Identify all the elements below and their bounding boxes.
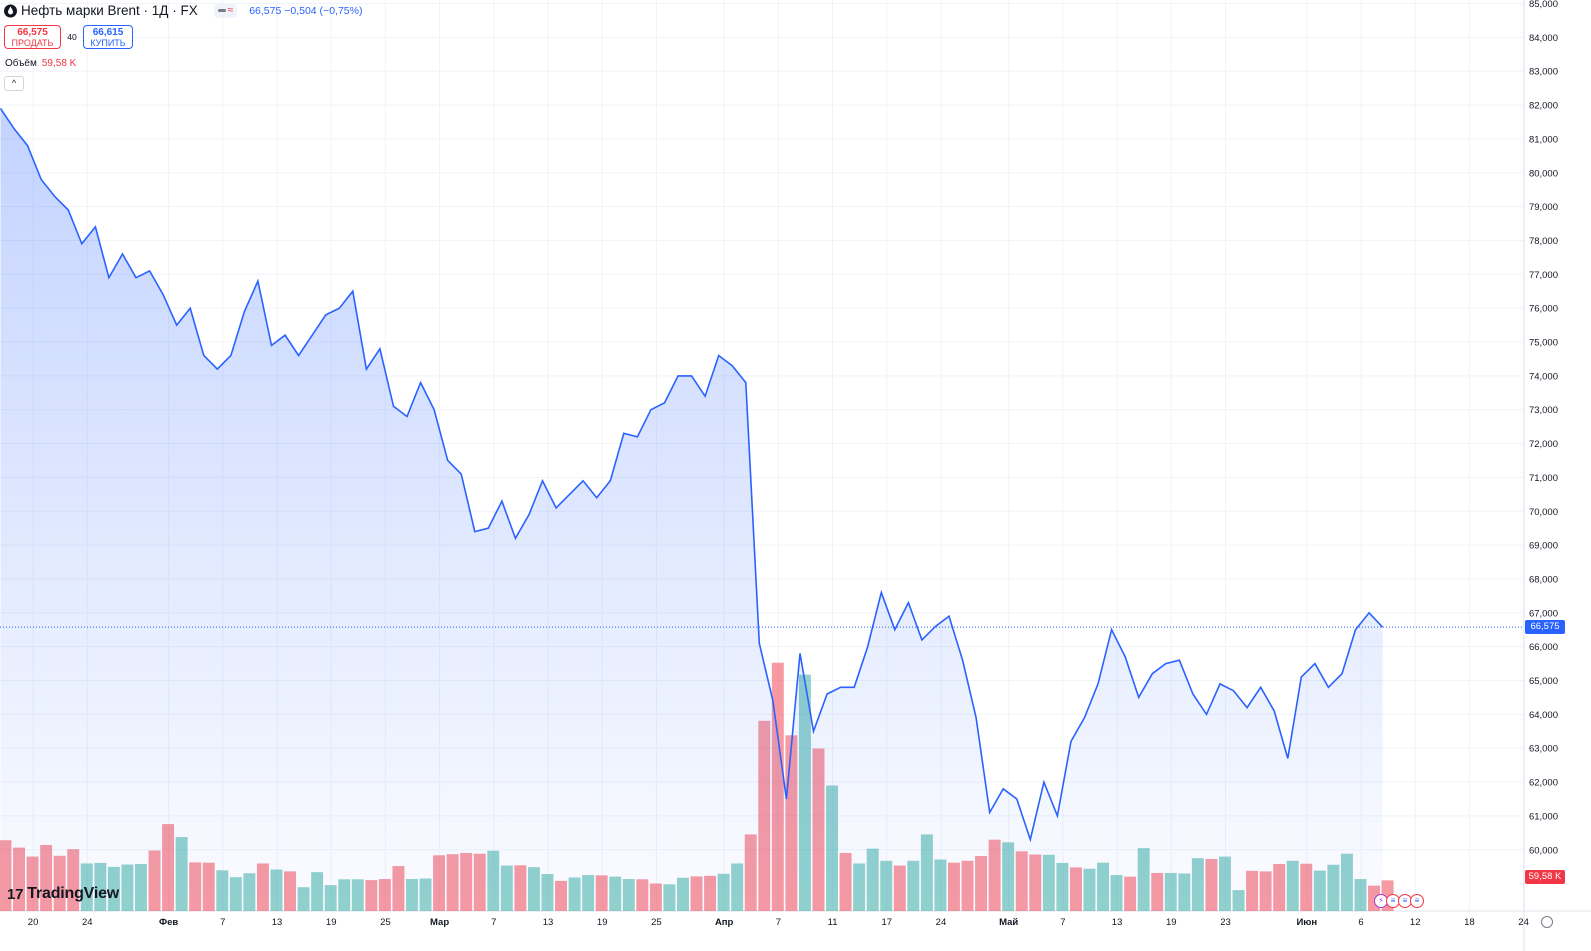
time-tick-label: Фев (159, 917, 178, 928)
event-markers[interactable]: ⚡ ≡ ≡ ≡ (1374, 894, 1424, 908)
time-tick-label: 19 (597, 917, 608, 928)
oil-drop-icon (4, 4, 17, 17)
tradingview-logo[interactable]: 17 TradingView (7, 885, 119, 903)
time-tick-label: 24 (1518, 917, 1529, 928)
price-tick-label: 85,000 (1529, 0, 1558, 10)
price-tick-label: 84,000 (1529, 33, 1558, 44)
time-tick-label: 7 (1060, 917, 1065, 928)
price-tick-label: 65,000 (1529, 676, 1558, 687)
time-tick-label: 20 (28, 917, 39, 928)
price-tick-label: 60,000 (1529, 845, 1558, 856)
time-axis: 20 24 Фев 7 13 19 25 Мар 7 13 19 25 Апр 7 11 17 24 Май 7 13… (28, 917, 1529, 928)
time-tick-label: 25 (651, 917, 662, 928)
time-tick-label: 13 (543, 917, 554, 928)
price-line (0, 107, 1384, 843)
volume-legend[interactable]: Объём 59,58 K (5, 58, 76, 69)
price-tick-label: 71,000 (1529, 473, 1558, 484)
price-tick-label: 68,000 (1529, 574, 1558, 585)
price-tick-label: 74,000 (1529, 371, 1558, 382)
us-flag-icon[interactable]: ≡ (1410, 894, 1424, 908)
price-tick-label: 79,000 (1529, 202, 1558, 213)
price-tick-label: 69,000 (1529, 541, 1558, 552)
time-tick-label: 19 (326, 917, 337, 928)
sell-label: ПРОДАТЬ (11, 38, 54, 48)
buy-price: 66,615 (92, 27, 124, 38)
price-tick-label: 67,000 (1529, 608, 1558, 619)
sell-button[interactable]: 66,575 ПРОДАТЬ (4, 25, 61, 49)
wave-icon: ≈ (227, 5, 234, 16)
time-tick-label: Апр (715, 917, 734, 928)
time-tick-label: 13 (1112, 917, 1123, 928)
price-tick-label: 72,000 (1529, 439, 1558, 450)
price-tick-label: 64,000 (1529, 710, 1558, 721)
collapse-button[interactable]: ^ (4, 76, 24, 91)
volume-value: 59,58 K (41, 58, 77, 69)
time-tick-label: 17 (881, 917, 892, 928)
price-tick-label: 81,000 (1529, 134, 1558, 145)
price-tick-label: 76,000 (1529, 304, 1558, 315)
price-tick-label: 63,000 (1529, 744, 1558, 755)
time-tick-label: 7 (776, 917, 781, 928)
time-tick-label: Июн (1296, 917, 1317, 928)
spread-value: 40 (67, 32, 77, 42)
price-tick-label: 83,000 (1529, 67, 1558, 78)
sell-price: 66,575 (17, 27, 48, 38)
volume-label: Объём (5, 58, 37, 69)
gear-icon[interactable] (1541, 916, 1553, 928)
dash-icon (217, 9, 226, 12)
time-tick-label: 24 (936, 917, 947, 928)
price-tick-label: 82,000 (1529, 101, 1558, 112)
tv-logo-icon: 17 (7, 885, 24, 903)
price-tick-label: 80,000 (1529, 168, 1558, 179)
buy-button[interactable]: 66,615 КУПИТЬ (83, 25, 133, 49)
price-tick-label: 61,000 (1529, 811, 1558, 822)
time-tick-label: 12 (1410, 917, 1421, 928)
compare-pill[interactable]: ≈ (213, 3, 238, 18)
symbol-title[interactable]: Нефть марки Brent · 1Д · FX (21, 3, 198, 18)
time-tick-label: 19 (1166, 917, 1177, 928)
time-tick-label: Мар (430, 917, 449, 928)
time-tick-label: 25 (380, 917, 391, 928)
time-tick-label: 7 (220, 917, 225, 928)
price-tick-label: 75,000 (1529, 338, 1558, 349)
time-tick-label: 23 (1220, 917, 1231, 928)
price-tick-label: 62,000 (1529, 778, 1558, 789)
price-axis: 85,000 84,000 83,000 82,000 81,000 80,000 79,0… (1529, 0, 1558, 856)
price-tick-label: 77,000 (1529, 270, 1558, 281)
time-tick-label: 6 (1358, 917, 1363, 928)
price-tick-label: 78,000 (1529, 236, 1558, 247)
chart-header: Нефть марки Brent · 1Д · FX ≈ 66,575 −0,… (4, 3, 362, 18)
time-tick-label: 24 (82, 917, 93, 928)
logo-text: TradingView (27, 885, 120, 902)
time-tick-label: Май (999, 917, 1018, 928)
price-area (0, 108, 1383, 911)
quote-change: 66,575 −0,504 (−0,75%) (249, 4, 363, 17)
price-tick-label: 66,000 (1529, 642, 1558, 653)
last-price-tag: 66,575 (1525, 620, 1565, 634)
buy-label: КУПИТЬ (90, 38, 126, 48)
price-tick-label: 73,000 (1529, 405, 1558, 416)
volume-tag: 59,58 K (1525, 870, 1565, 884)
time-tick-label: 18 (1464, 917, 1475, 928)
price-tick-label: 70,000 (1529, 507, 1558, 518)
time-tick-label: 13 (272, 917, 283, 928)
time-tick-label: 7 (491, 917, 496, 928)
time-tick-label: 11 (828, 917, 838, 928)
